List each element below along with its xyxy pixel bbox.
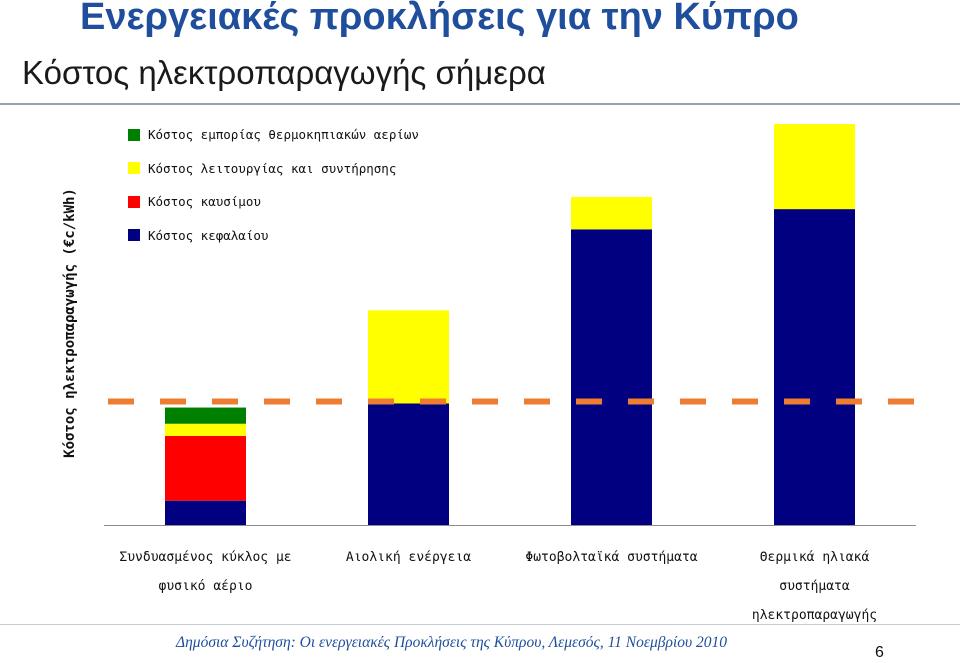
- bar-segment-1-series-4: [165, 407, 246, 424]
- page-number: 6: [875, 644, 884, 661]
- x-tick-label-line: Φωτοβολταϊκά συστήματα: [525, 550, 698, 565]
- bar-segment-2-series-1: [368, 403, 449, 525]
- legend-item: Κόστος εμπορίας θερμοκηπιακών αερίων: [128, 126, 419, 143]
- legend-label: Κόστος εμπορίας θερμοκηπιακών αερίων: [148, 127, 419, 142]
- bar-segment-2-series-3: [368, 310, 449, 404]
- x-tick-label-line: Συνδυασμένος κύκλος με: [119, 550, 292, 565]
- x-tick-label-line: Θερμικά ηλιακά: [759, 550, 870, 565]
- legend-swatch: [128, 229, 140, 241]
- title-divider: [0, 103, 960, 105]
- x-tick-label-line: Αιολική ενέργεια: [345, 550, 472, 565]
- x-tick-label: Θερμικά ηλιακά συστήματα ηλεκτροπαραγωγής: [710, 543, 920, 630]
- x-tick-label-line: συστήματα: [779, 579, 850, 594]
- bar-segment-1-series-1: [165, 500, 246, 525]
- x-tick-label: Συνδυασμένος κύκλος με φυσικό αέριο: [101, 543, 311, 601]
- legend-item: Κόστος λειτουργίας και συντήρησης: [128, 160, 419, 177]
- bar-segment-4-series-3: [774, 124, 855, 210]
- chart-legend: Κόστος εμπορίας θερμοκηπιακών αερίων Κόστ…: [128, 126, 419, 260]
- bar-segment-1-series-3: [165, 423, 246, 436]
- x-tick-label: Φωτοβολταϊκά συστήματα: [507, 543, 717, 572]
- legend-label: Κόστος κεφαλαίου: [148, 227, 269, 243]
- legend-item: Κόστος καυσίμου: [128, 193, 419, 210]
- legend-label: Κόστος καυσίμου: [148, 194, 261, 209]
- slide-title: Ενεργειακές προκλήσεις για την Κύπρο: [80, 0, 799, 38]
- slide-subtitle: Κόστος ηλεκτροπαραγωγής σήμερα: [22, 54, 546, 91]
- x-tick-label-line: ηλεκτροπαραγωγής: [751, 608, 878, 623]
- legend-swatch: [128, 128, 140, 141]
- x-tick-label: Αιολική ενέργεια: [304, 543, 514, 572]
- bar-segment-4-series-1: [774, 209, 855, 525]
- slide-footer: Δημόσια Συζήτηση: Οι ενεργειακές Προκλήσ…: [176, 634, 727, 651]
- legend-swatch: [128, 195, 140, 208]
- bar-segment-3-series-3: [571, 196, 652, 230]
- footer-divider: [0, 624, 960, 625]
- x-tick-label-line: φυσικό αέριο: [158, 579, 253, 594]
- legend-item: Κόστος κεφαλαίου: [128, 227, 419, 244]
- bar-segment-1-series-2: [165, 435, 246, 501]
- bar-segment-3-series-1: [571, 229, 652, 525]
- legend-swatch: [128, 162, 140, 174]
- legend-label: Κόστος λειτουργίας και συντήρησης: [148, 160, 397, 176]
